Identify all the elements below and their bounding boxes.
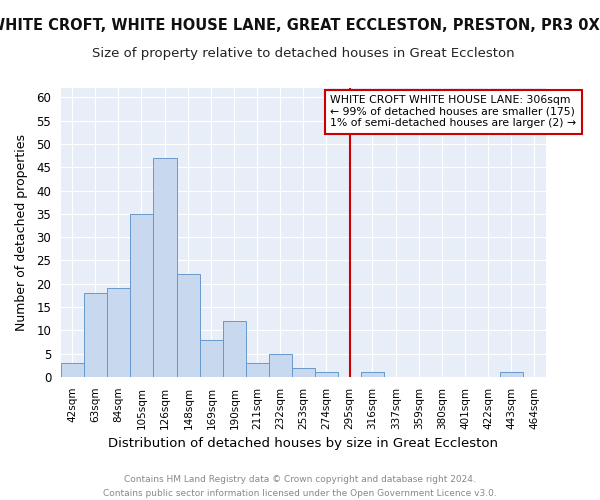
Bar xyxy=(223,321,246,377)
Bar xyxy=(246,363,269,377)
X-axis label: Distribution of detached houses by size in Great Eccleston: Distribution of detached houses by size … xyxy=(109,437,499,450)
Bar xyxy=(200,340,223,377)
Bar xyxy=(177,274,200,377)
Bar xyxy=(315,372,338,377)
Bar xyxy=(107,288,130,377)
Y-axis label: Number of detached properties: Number of detached properties xyxy=(15,134,28,331)
Text: Contains HM Land Registry data © Crown copyright and database right 2024.
Contai: Contains HM Land Registry data © Crown c… xyxy=(103,476,497,498)
Bar xyxy=(292,368,315,377)
Bar xyxy=(269,354,292,377)
Title: Size of property relative to detached houses in Great Eccleston: Size of property relative to detached ho… xyxy=(92,48,515,60)
Bar xyxy=(130,214,153,377)
Bar xyxy=(153,158,177,377)
Bar xyxy=(84,293,107,377)
Text: WHITE CROFT WHITE HOUSE LANE: 306sqm
← 99% of detached houses are smaller (175)
: WHITE CROFT WHITE HOUSE LANE: 306sqm ← 9… xyxy=(330,96,576,128)
Bar xyxy=(61,363,84,377)
Bar xyxy=(361,372,384,377)
Bar xyxy=(500,372,523,377)
Text: WHITE CROFT, WHITE HOUSE LANE, GREAT ECCLESTON, PRESTON, PR3 0XB: WHITE CROFT, WHITE HOUSE LANE, GREAT ECC… xyxy=(0,18,600,32)
